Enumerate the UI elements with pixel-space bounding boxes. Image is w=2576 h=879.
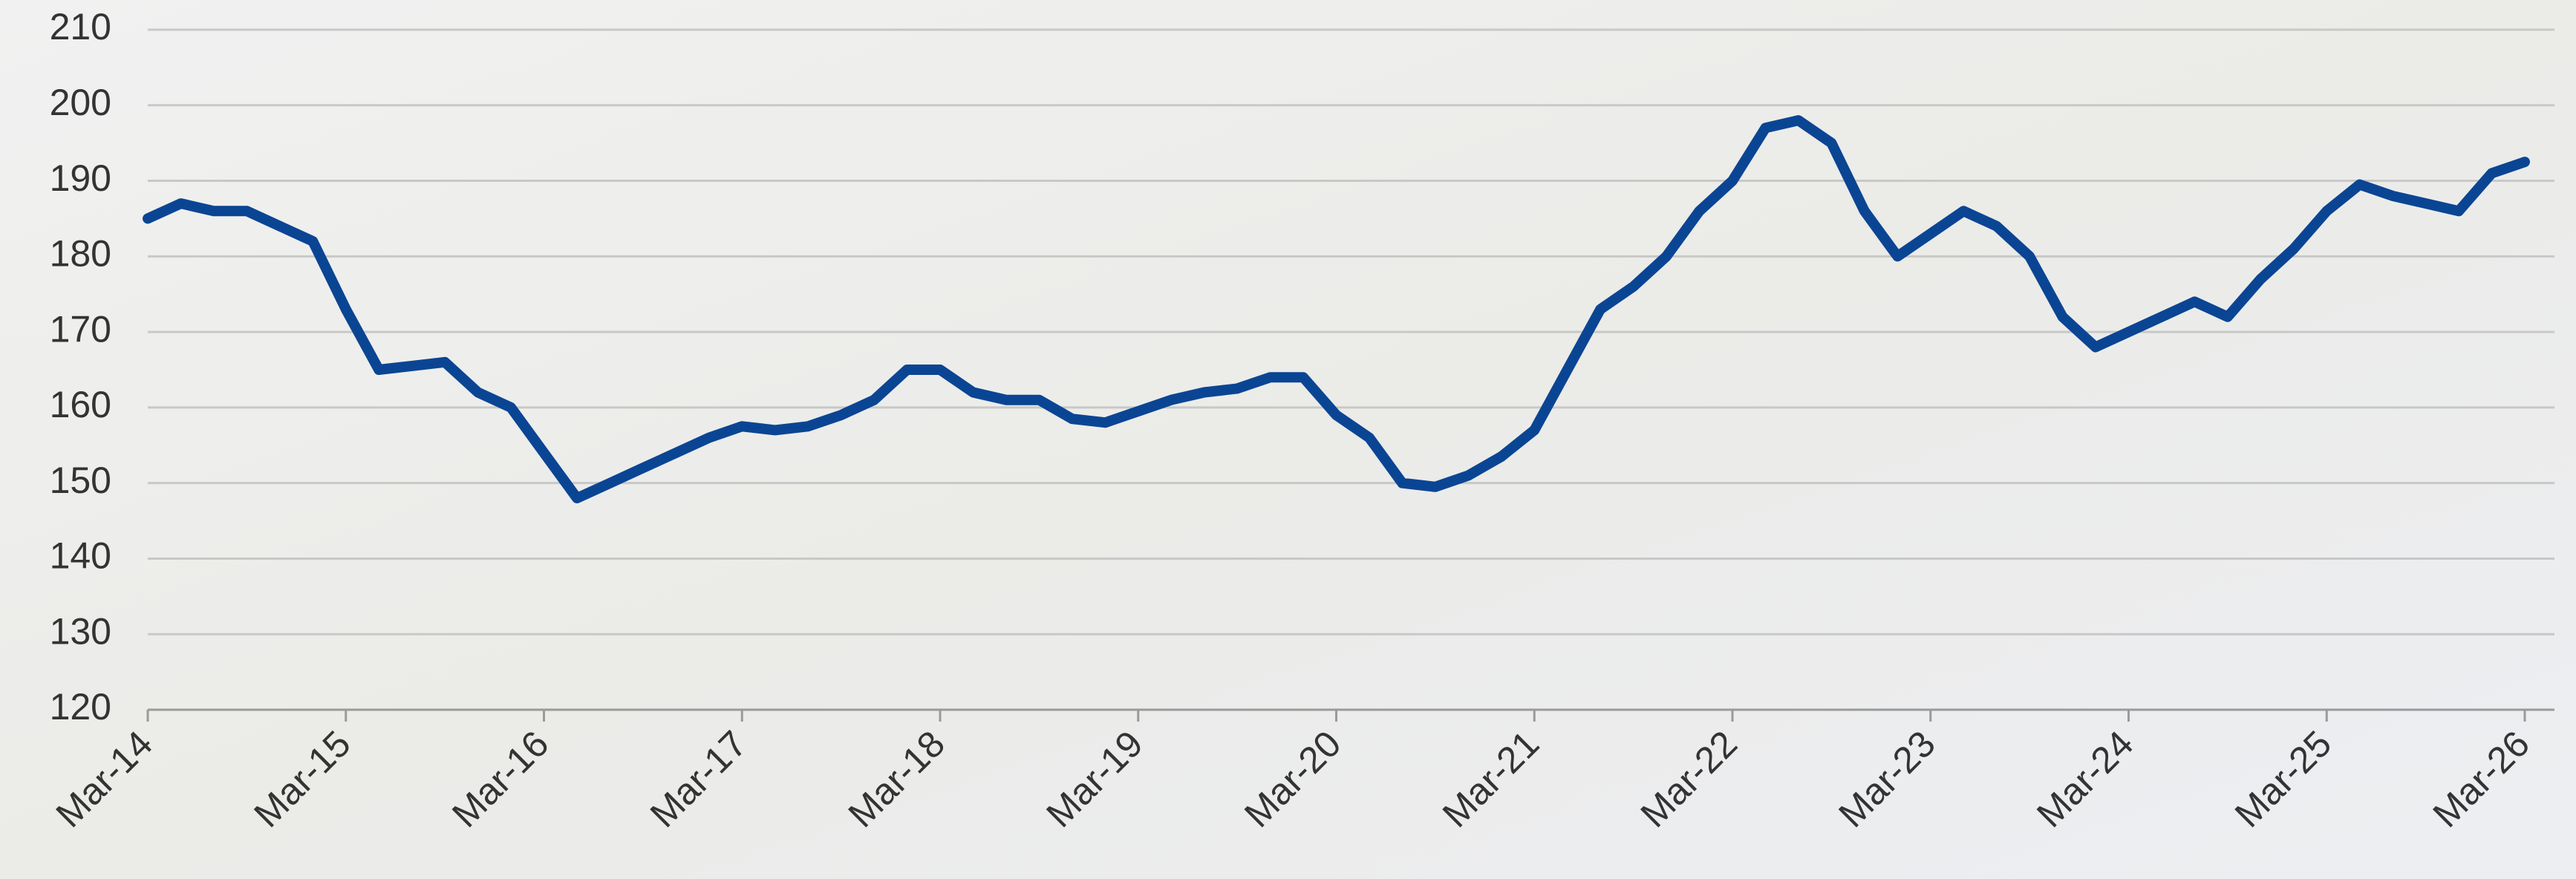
y-tick-label: 170 [50, 308, 111, 350]
y-tick-label: 190 [50, 157, 111, 199]
background [0, 0, 2576, 879]
y-tick-label: 130 [50, 610, 111, 652]
y-tick-label: 150 [50, 460, 111, 501]
y-tick-label: 200 [50, 82, 111, 123]
chart: 120130140150160170180190200210Mar-14Mar-… [0, 0, 2576, 879]
y-tick-label: 140 [50, 535, 111, 577]
y-tick-label: 120 [50, 686, 111, 728]
y-tick-label: 160 [50, 384, 111, 425]
y-tick-label: 180 [50, 233, 111, 275]
y-tick-label: 210 [50, 6, 111, 48]
